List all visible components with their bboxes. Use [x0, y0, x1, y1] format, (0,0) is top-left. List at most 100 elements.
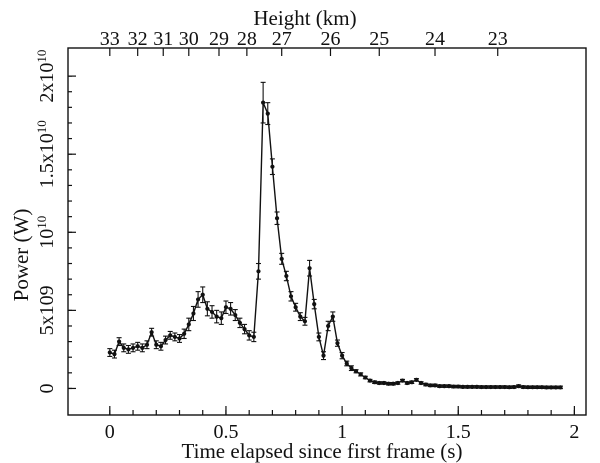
data-point	[191, 311, 196, 316]
data-point	[130, 345, 136, 350]
data-point	[521, 384, 526, 390]
data-point	[535, 385, 540, 390]
y-tick-label: 0	[36, 383, 58, 393]
y-tick-label: 1.5x1010	[34, 120, 58, 188]
data-point	[395, 380, 400, 386]
data-point	[172, 334, 177, 340]
data-point	[377, 380, 382, 386]
top-tick-label: 23	[488, 28, 508, 50]
data-point	[330, 314, 335, 319]
data-point	[335, 341, 340, 346]
x-axis-label: Time elapsed since first frame (s)	[182, 439, 463, 463]
data-point	[279, 256, 284, 261]
data-point	[237, 320, 242, 325]
x-tick-label: 0.5	[213, 421, 238, 443]
data-point	[316, 334, 321, 340]
data-point	[470, 384, 475, 389]
top-tick-label: 29	[209, 28, 229, 50]
data-point	[400, 378, 405, 383]
y-tick-label: 2x1010	[34, 50, 58, 103]
data-point	[539, 385, 544, 390]
data-point	[163, 337, 168, 343]
data-point	[321, 353, 326, 358]
top-tick-label: 32	[128, 28, 148, 50]
data-point	[223, 305, 229, 310]
data-point	[474, 384, 479, 389]
data-point	[228, 306, 233, 311]
data-point	[214, 314, 219, 319]
data-point	[372, 380, 377, 385]
data-point	[353, 369, 359, 374]
data-point	[405, 380, 410, 386]
data-point	[363, 375, 368, 380]
data-point	[358, 372, 363, 377]
data-point	[344, 361, 349, 366]
data-point	[274, 216, 280, 221]
data-point	[497, 384, 503, 390]
data-point	[168, 333, 173, 338]
series-group	[107, 81, 563, 390]
data-point	[293, 305, 298, 310]
data-point	[525, 385, 531, 390]
data-point	[409, 380, 414, 385]
data-point	[553, 385, 558, 390]
data-point	[502, 384, 507, 390]
y-tick-label: 5x109	[36, 285, 58, 335]
data-point	[558, 385, 563, 390]
data-point	[107, 350, 112, 355]
data-point	[349, 366, 354, 371]
top-tick-label: 33	[100, 28, 120, 50]
data-point	[233, 312, 238, 318]
data-point	[367, 378, 373, 383]
data-point	[544, 385, 549, 390]
data-point	[428, 383, 433, 388]
data-point	[261, 100, 266, 105]
data-point	[126, 347, 131, 352]
data-point	[242, 327, 247, 332]
data-point	[432, 383, 438, 388]
data-point	[549, 385, 554, 390]
data-point	[516, 384, 521, 389]
data-point	[182, 331, 187, 336]
top-tick-label: 25	[369, 28, 389, 50]
top-tick-label: 26	[320, 28, 340, 50]
data-point	[507, 385, 512, 390]
x-axis-ticks: 0 0.5 1 1.5 2	[105, 406, 579, 443]
data-point	[312, 302, 317, 307]
data-point	[530, 385, 535, 390]
data-point	[511, 384, 517, 390]
top-tick-label: 24	[425, 28, 445, 50]
data-point	[186, 322, 191, 327]
data-point	[144, 342, 150, 347]
data-point	[414, 377, 419, 382]
x-tick-label: 0	[105, 421, 115, 443]
data-point	[465, 384, 470, 389]
data-point	[121, 345, 126, 350]
top-axis-ticks: 33 32 31 30 29 28 27 26 25 24 23	[100, 28, 508, 56]
y-axis-ticks: 0 5x109 1010 1.5x1010 2x1010	[34, 50, 76, 393]
data-point	[446, 384, 452, 389]
y-tick-label: 1010	[34, 216, 58, 249]
top-tick-label: 27	[272, 28, 292, 50]
data-point	[307, 266, 312, 271]
data-point	[437, 384, 442, 389]
data-point	[154, 342, 159, 347]
data-point	[339, 353, 345, 358]
data-point	[219, 316, 224, 321]
y-axis-label: Power (W)	[9, 209, 33, 302]
data-point	[247, 333, 252, 338]
data-point	[117, 339, 122, 344]
data-point	[451, 384, 456, 389]
data-point	[302, 319, 308, 324]
x-tick-label: 1	[337, 421, 347, 443]
data-point	[265, 111, 270, 116]
data-point	[381, 380, 387, 386]
data-point	[251, 334, 256, 340]
data-point	[386, 381, 391, 386]
data-point	[140, 345, 145, 350]
data-point	[326, 323, 331, 329]
data-point	[298, 314, 303, 319]
plot-frame	[67, 47, 587, 416]
